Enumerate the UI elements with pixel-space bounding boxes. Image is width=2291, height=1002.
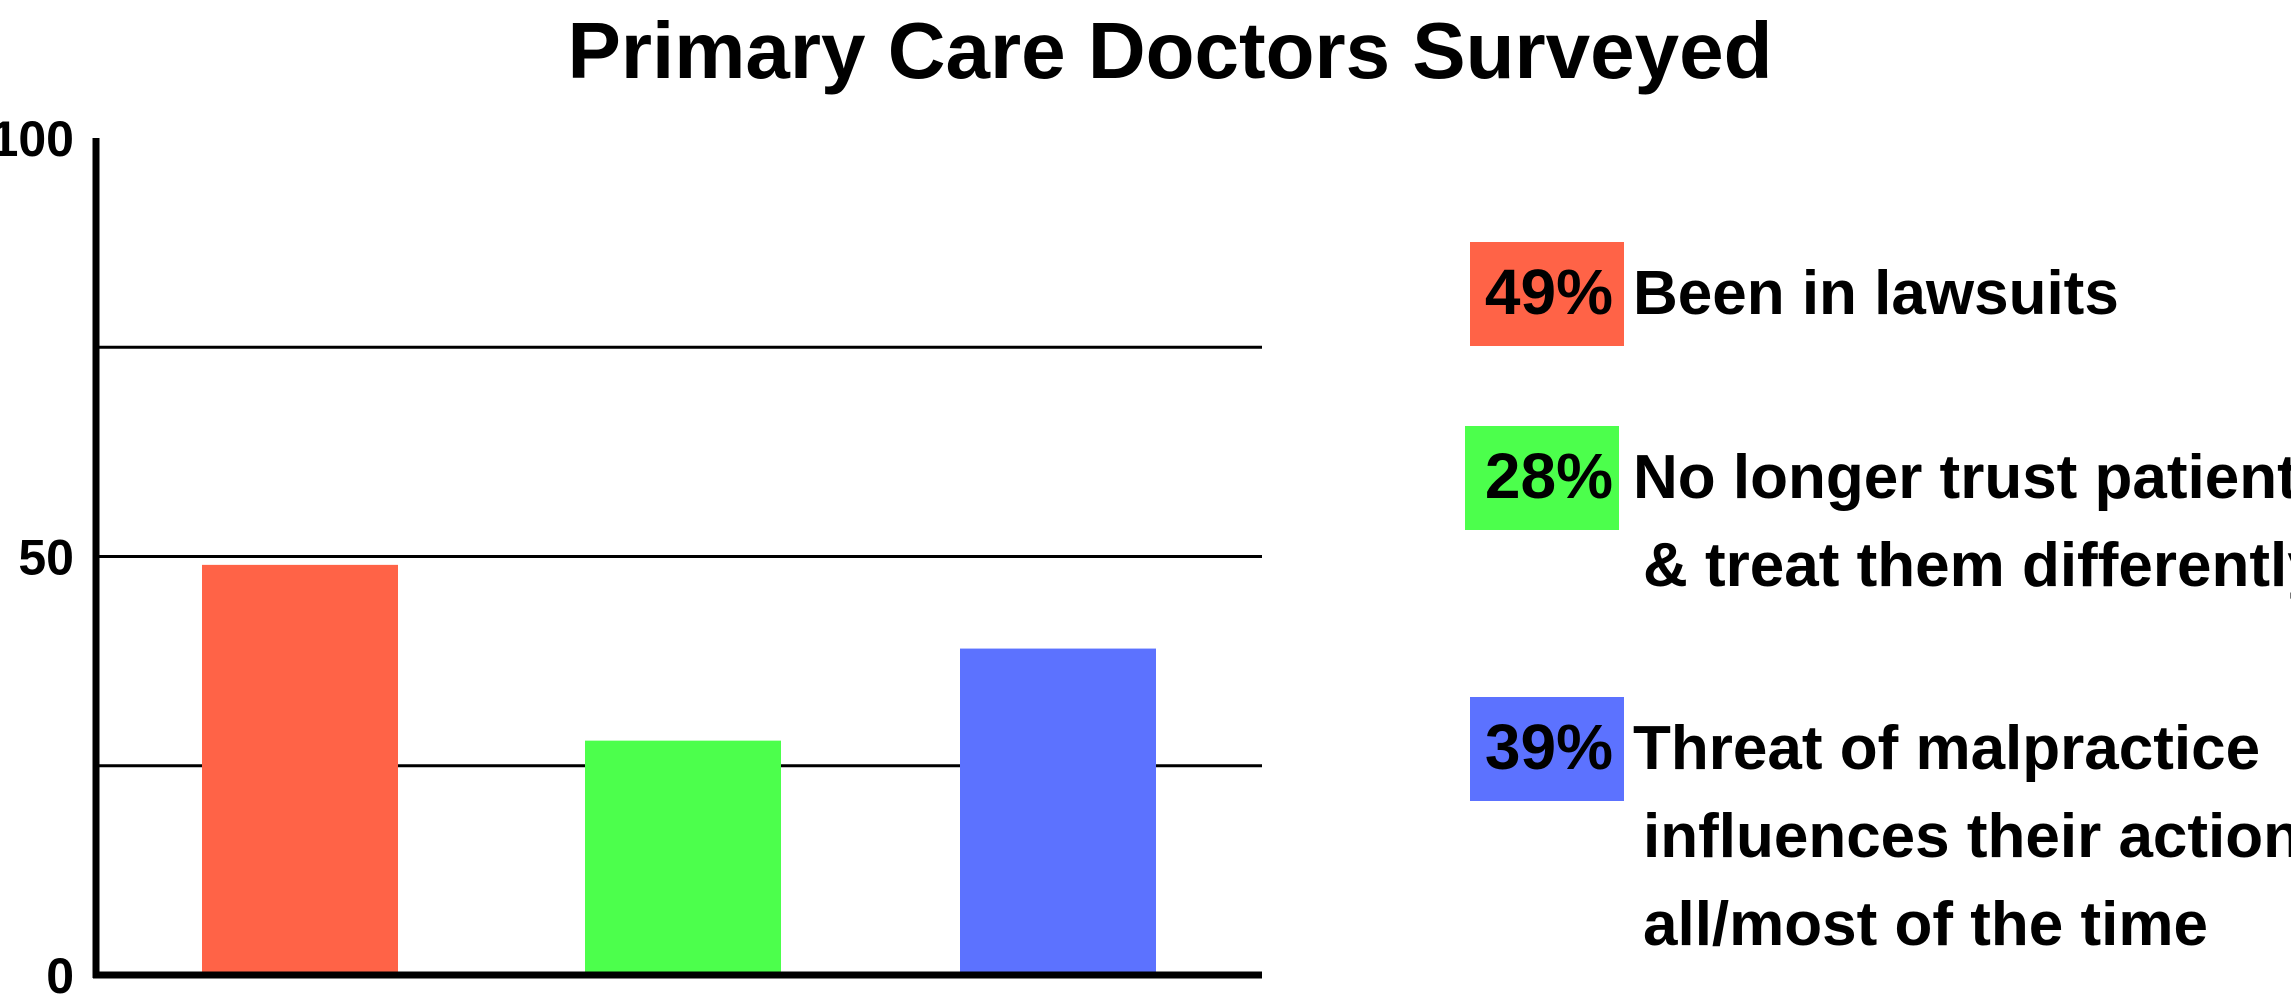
legend-label-0-line-0: Been in lawsuits [1633, 259, 2119, 328]
legend-percent-2: 39% [1485, 711, 1613, 783]
legend-label-2-line-2: all/most of the time [1643, 890, 2208, 959]
bar-0 [202, 564, 398, 975]
legend-label-1-line-0: No longer trust patients [1633, 443, 2291, 512]
chart-title: Primary Care Doctors Surveyed [568, 6, 1773, 95]
y-ticks: 0 50 100 [0, 111, 74, 1002]
legend-swatch-0 [1470, 242, 1624, 346]
bars [202, 564, 1156, 975]
bar-1 [585, 740, 781, 975]
y-tick-label-2: 100 [0, 111, 74, 167]
legend: 49% Been in lawsuits 28% No longer trust pa… [1465, 242, 2291, 959]
legend-swatch-1 [1465, 426, 1619, 530]
legend-swatch-2 [1470, 697, 1624, 801]
y-tick-label-1: 50 [18, 530, 74, 586]
legend-percent-0: 49% [1485, 256, 1613, 328]
legend-label-2-line-1: influences their actions [1643, 802, 2291, 871]
legend-percent-1: 28% [1485, 440, 1613, 512]
legend-label-2-line-0: Threat of malpractice [1633, 714, 2260, 783]
legend-label-1-line-1: & treat them differently [1643, 531, 2291, 600]
y-tick-label-0: 0 [46, 948, 74, 1002]
bar-2 [960, 648, 1156, 975]
